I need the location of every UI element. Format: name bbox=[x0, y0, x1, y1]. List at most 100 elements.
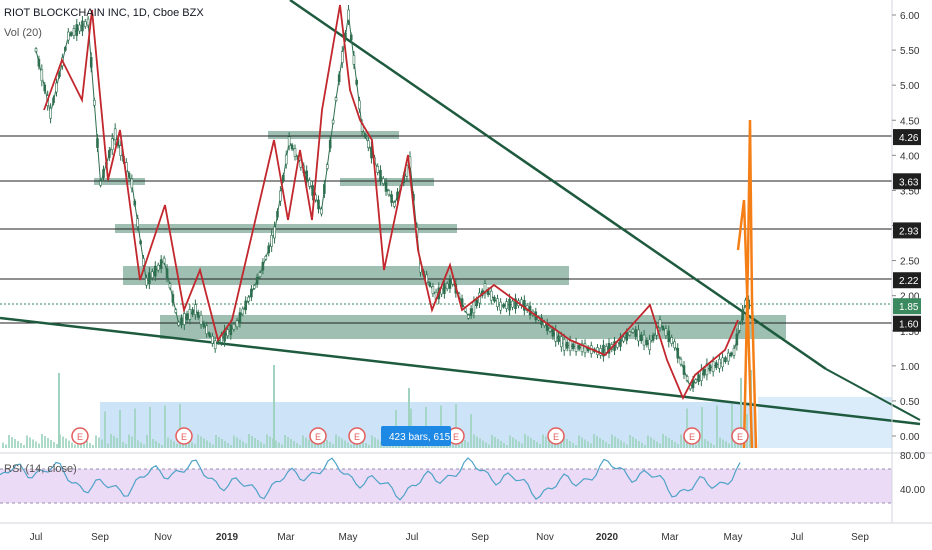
candle-body bbox=[244, 300, 247, 311]
volume-bar bbox=[350, 444, 352, 448]
candle-body bbox=[718, 358, 721, 369]
volume-bar bbox=[347, 442, 349, 448]
rsi-legend: RSI (14, close) bbox=[4, 463, 77, 475]
candle-body bbox=[99, 181, 102, 186]
earnings-marker[interactable]: E bbox=[175, 427, 193, 445]
candle-body bbox=[580, 343, 584, 353]
earnings-label: E bbox=[453, 432, 459, 442]
volume-bar bbox=[551, 440, 553, 448]
volume-bar bbox=[224, 441, 226, 448]
volume-bar bbox=[677, 444, 679, 448]
volume-bar bbox=[200, 436, 202, 448]
time-tick-label: Jul bbox=[406, 532, 419, 543]
candle-body bbox=[702, 368, 706, 376]
volume-bar bbox=[626, 444, 628, 448]
time-axis[interactable]: Jul Sep Nov 2019 Mar May Jul Sep Nov 2020 Mar May Ju… bbox=[30, 532, 870, 543]
volume-bar bbox=[170, 439, 172, 448]
candle-body bbox=[667, 330, 671, 343]
volume-bar bbox=[470, 414, 472, 448]
volume-bar bbox=[140, 442, 142, 448]
zone bbox=[123, 266, 569, 285]
volume-bar bbox=[62, 436, 64, 448]
candle-body bbox=[445, 283, 449, 290]
earnings-label: E bbox=[737, 432, 743, 442]
volume-bar bbox=[137, 440, 139, 448]
volume-bar bbox=[512, 437, 514, 448]
rsi-tick-label: 80.00 bbox=[900, 451, 925, 462]
rsi-axis: 80.00 40.00 bbox=[900, 451, 925, 496]
volume-bar bbox=[644, 445, 646, 448]
volume-bar bbox=[329, 442, 331, 448]
volume-bar bbox=[701, 407, 703, 448]
earnings-marker[interactable]: E bbox=[309, 427, 327, 445]
volume-bar bbox=[500, 441, 502, 448]
candle-body bbox=[511, 300, 514, 308]
candle-body bbox=[428, 282, 432, 287]
candle-body bbox=[631, 328, 635, 333]
candle-body bbox=[311, 185, 314, 196]
volume-bar bbox=[116, 438, 118, 448]
volume-bar bbox=[227, 443, 229, 448]
earnings-marker[interactable]: E bbox=[348, 427, 366, 445]
price-tick-label: 6.00 bbox=[900, 11, 920, 22]
zone bbox=[268, 131, 399, 139]
candle-body bbox=[622, 336, 625, 342]
candle-body bbox=[425, 274, 428, 284]
time-tick-label: Sep bbox=[851, 532, 869, 543]
volume-bar bbox=[311, 441, 313, 448]
candle-body bbox=[651, 334, 655, 341]
candle-body bbox=[261, 261, 265, 271]
candle-body bbox=[472, 301, 476, 314]
last-price-label: 1.85 bbox=[899, 302, 919, 313]
volume-bar bbox=[665, 436, 667, 448]
candle-body bbox=[320, 208, 323, 215]
volume-legend: Vol (20) bbox=[4, 27, 42, 39]
volume-bar bbox=[518, 441, 520, 448]
level-label: 3.63 bbox=[899, 177, 919, 188]
volume-bar bbox=[509, 435, 511, 448]
volume-bar bbox=[740, 378, 742, 448]
price-axis[interactable]: 6.005.505.004.504.003.503.002.502.001.50… bbox=[892, 11, 920, 443]
candle-body bbox=[279, 190, 282, 202]
volume-bar bbox=[335, 434, 337, 448]
earnings-marker[interactable]: E bbox=[731, 427, 749, 445]
earnings-label: E bbox=[315, 432, 321, 442]
volume-bar bbox=[479, 438, 481, 448]
volume-bar bbox=[29, 437, 31, 448]
range-badge[interactable]: 423 bars, 615 bbox=[381, 426, 451, 446]
symbol-title[interactable]: RIOT BLOCKCHAIN INC, 1D, Cboe BZX bbox=[4, 7, 204, 19]
volume-bar bbox=[587, 441, 589, 448]
level-label-box bbox=[893, 272, 921, 289]
volume-bar bbox=[203, 438, 205, 448]
time-tick-label: 2020 bbox=[596, 532, 619, 543]
volume-bar bbox=[254, 438, 256, 448]
volume-bar bbox=[374, 437, 376, 448]
candle-body bbox=[642, 334, 646, 346]
candle-body bbox=[697, 374, 700, 382]
volume-bar bbox=[455, 404, 457, 448]
level-label-box bbox=[893, 173, 921, 190]
earnings-marker[interactable]: E bbox=[547, 427, 565, 445]
earnings-marker[interactable]: E bbox=[683, 427, 701, 445]
volume-bar bbox=[371, 435, 373, 448]
candle-body bbox=[483, 283, 487, 294]
earnings-label: E bbox=[77, 432, 83, 442]
candle-body bbox=[502, 303, 505, 308]
volume-bar bbox=[212, 444, 214, 448]
earnings-marker[interactable]: E bbox=[71, 427, 89, 445]
volume-bar bbox=[125, 444, 127, 448]
candle-body bbox=[171, 294, 175, 303]
candle-body bbox=[381, 178, 385, 184]
volume-bar bbox=[50, 440, 52, 448]
volume-bar bbox=[515, 439, 517, 448]
volume-bar bbox=[362, 441, 364, 448]
candle-body bbox=[96, 138, 99, 148]
volume-bar bbox=[23, 445, 25, 448]
candle-body bbox=[721, 357, 724, 368]
zone bbox=[160, 315, 786, 339]
time-tick-label: Jul bbox=[30, 532, 43, 543]
candle-body bbox=[282, 174, 285, 181]
volume-bar bbox=[146, 435, 148, 448]
